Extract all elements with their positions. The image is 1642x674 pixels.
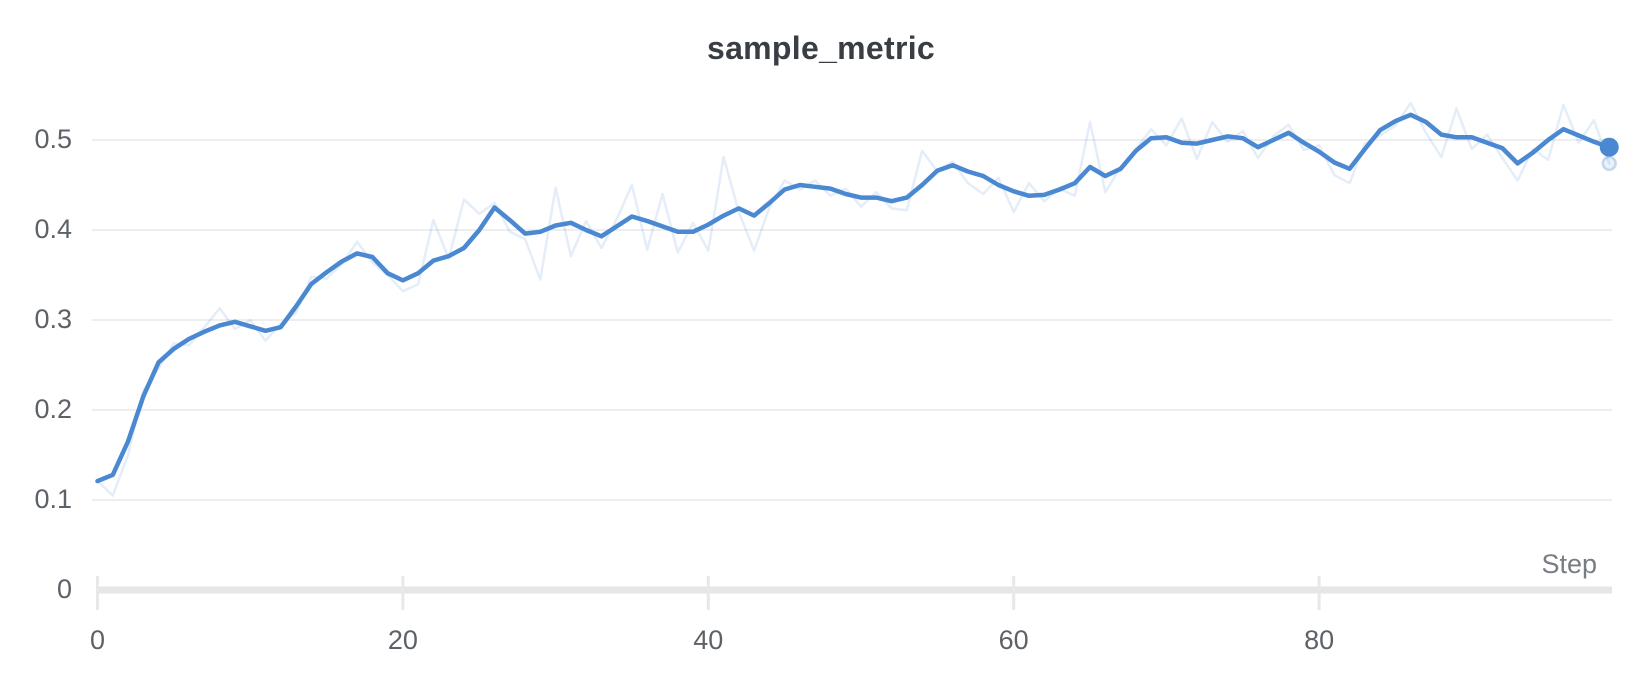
x-tick-mark — [96, 576, 99, 610]
x-axis-title: Step — [1541, 549, 1597, 579]
x-tick-mark — [1317, 576, 1321, 610]
y-tick-label: 0.2 — [34, 394, 72, 424]
y-tick-label: 0 — [56, 574, 72, 604]
smoothed-series-line[interactable] — [95, 112, 1612, 484]
final-point-marker[interactable] — [1599, 137, 1619, 157]
chart-title: sample_metric — [706, 30, 936, 66]
y-tick-label: 0.1 — [34, 484, 72, 514]
x-tick-mark — [401, 576, 405, 610]
y-tick-label: 0.3 — [34, 304, 72, 334]
raw-series-line[interactable] — [96, 101, 1611, 497]
final-point-marker-raw[interactable] — [1601, 155, 1617, 172]
y-tick-label: 0.5 — [34, 124, 72, 154]
x-tick-label: 80 — [1304, 625, 1335, 655]
x-tick-mark — [1012, 576, 1016, 610]
x-tick-label: 0 — [89, 625, 106, 655]
x-axis-line — [96, 586, 1612, 594]
x-tick-label: 40 — [693, 625, 724, 655]
x-tick-label: 60 — [998, 625, 1029, 655]
y-tick-label: 0.4 — [34, 214, 72, 244]
x-tick-label: 20 — [387, 625, 418, 655]
x-tick-mark — [706, 576, 710, 610]
